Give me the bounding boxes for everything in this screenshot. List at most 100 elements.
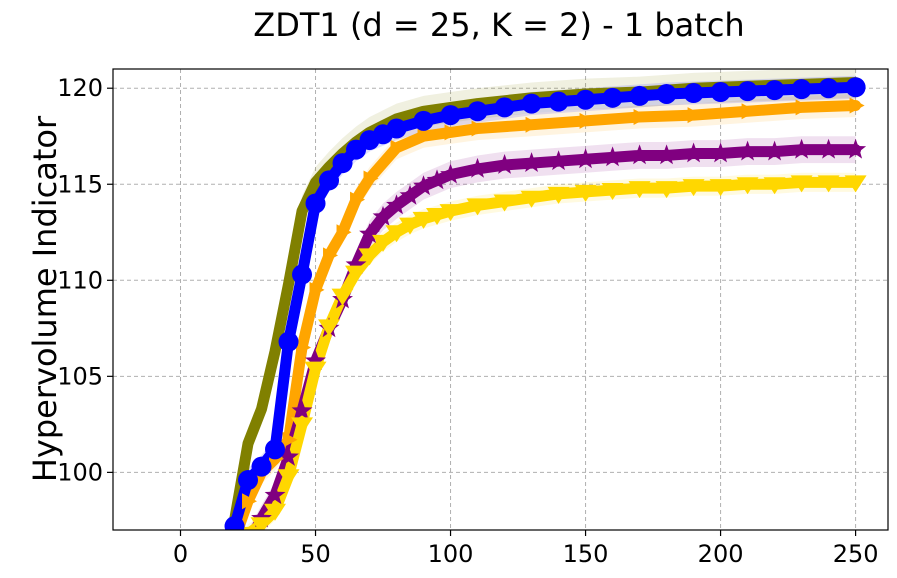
y-tick-label: 105 [57, 362, 103, 390]
y-tick-label: 100 [57, 458, 103, 486]
point-gold [601, 183, 624, 201]
x-tick-label: 250 [833, 540, 879, 568]
point-orange [417, 128, 433, 145]
point-purple [791, 138, 813, 159]
point-gold [655, 181, 678, 199]
y-tick-label: 120 [57, 74, 103, 102]
point-purple [764, 140, 785, 161]
point-purple [372, 205, 394, 226]
point-purple [710, 142, 731, 163]
point-purple [305, 350, 326, 370]
point-blue [440, 105, 461, 126]
point-orange [579, 112, 595, 129]
point-gold [331, 288, 354, 306]
point-gold [736, 177, 759, 195]
band-olive [234, 69, 856, 530]
point-blue [764, 80, 785, 101]
point-gold [385, 225, 408, 243]
point-purple [278, 446, 299, 466]
point-orange [471, 120, 487, 137]
point-purple [399, 184, 421, 205]
point-orange [309, 281, 325, 298]
point-blue [575, 89, 596, 110]
point-blue [494, 97, 515, 118]
point-blue [845, 77, 866, 98]
point-gold [264, 503, 287, 521]
y-tick-label: 110 [57, 266, 103, 294]
x-tick-label: 200 [698, 540, 744, 568]
point-purple [238, 532, 259, 552]
point-purple [291, 399, 313, 420]
point-gold [277, 469, 300, 487]
point-purple [359, 223, 380, 244]
point-purple [345, 253, 367, 274]
point-gold [682, 179, 705, 197]
point-gold [790, 175, 813, 193]
point-purple [845, 138, 867, 159]
point-blue [710, 82, 731, 103]
point-orange [390, 139, 406, 156]
point-purple [737, 140, 758, 161]
point-orange [795, 99, 811, 116]
point-orange [336, 224, 352, 241]
point-blue [319, 170, 340, 191]
point-orange [444, 124, 460, 141]
point-blue [305, 193, 326, 214]
point-orange [282, 431, 298, 448]
x-tick-label: 50 [300, 540, 331, 568]
point-gold [574, 184, 597, 202]
series-line-gold [244, 176, 862, 530]
point-purple [602, 146, 623, 167]
series-line-purple [249, 144, 862, 530]
point-blue [629, 85, 650, 106]
point-gold [844, 175, 867, 193]
x-tick-label: 150 [563, 540, 609, 568]
point-gold [426, 207, 449, 225]
point-purple [264, 484, 286, 505]
point-gold [250, 517, 273, 530]
point-orange [229, 532, 244, 548]
point-orange [633, 109, 649, 126]
point-gold [345, 265, 368, 283]
point-orange [741, 103, 757, 120]
point-orange [687, 107, 703, 124]
point-blue [238, 470, 259, 491]
point-gold [547, 186, 570, 204]
x-tick-label: 0 [173, 540, 188, 568]
plot-frame [112, 68, 889, 531]
point-blue [683, 83, 704, 104]
point-orange [849, 97, 865, 114]
point-gold [372, 234, 395, 252]
point-gold [709, 179, 732, 197]
point-gold [304, 361, 327, 379]
point-blue [265, 439, 286, 460]
point-blue [791, 79, 812, 100]
point-gold [493, 194, 516, 212]
point-blue [737, 81, 758, 102]
point-gold [817, 175, 840, 193]
point-purple [494, 154, 515, 174]
point-purple [413, 175, 434, 196]
point-blue [251, 456, 272, 477]
point-blue [413, 110, 434, 131]
point-orange [525, 116, 541, 133]
point-gold [224, 552, 246, 569]
point-purple [818, 138, 840, 159]
point-blue [656, 83, 677, 104]
point-orange [323, 247, 339, 264]
point-blue [467, 101, 488, 122]
point-purple [629, 144, 650, 165]
point-gold [291, 417, 314, 435]
point-orange [363, 170, 379, 187]
point-gold [763, 177, 786, 195]
point-blue [818, 78, 839, 99]
point-purple [440, 163, 461, 184]
point-purple [467, 157, 488, 178]
point-gold [399, 217, 422, 235]
band-gold [244, 172, 856, 530]
point-blue [292, 264, 313, 285]
point-gold [412, 211, 435, 229]
y-axis-label: Hypervolume Indicator [26, 115, 64, 482]
point-blue [548, 91, 569, 112]
